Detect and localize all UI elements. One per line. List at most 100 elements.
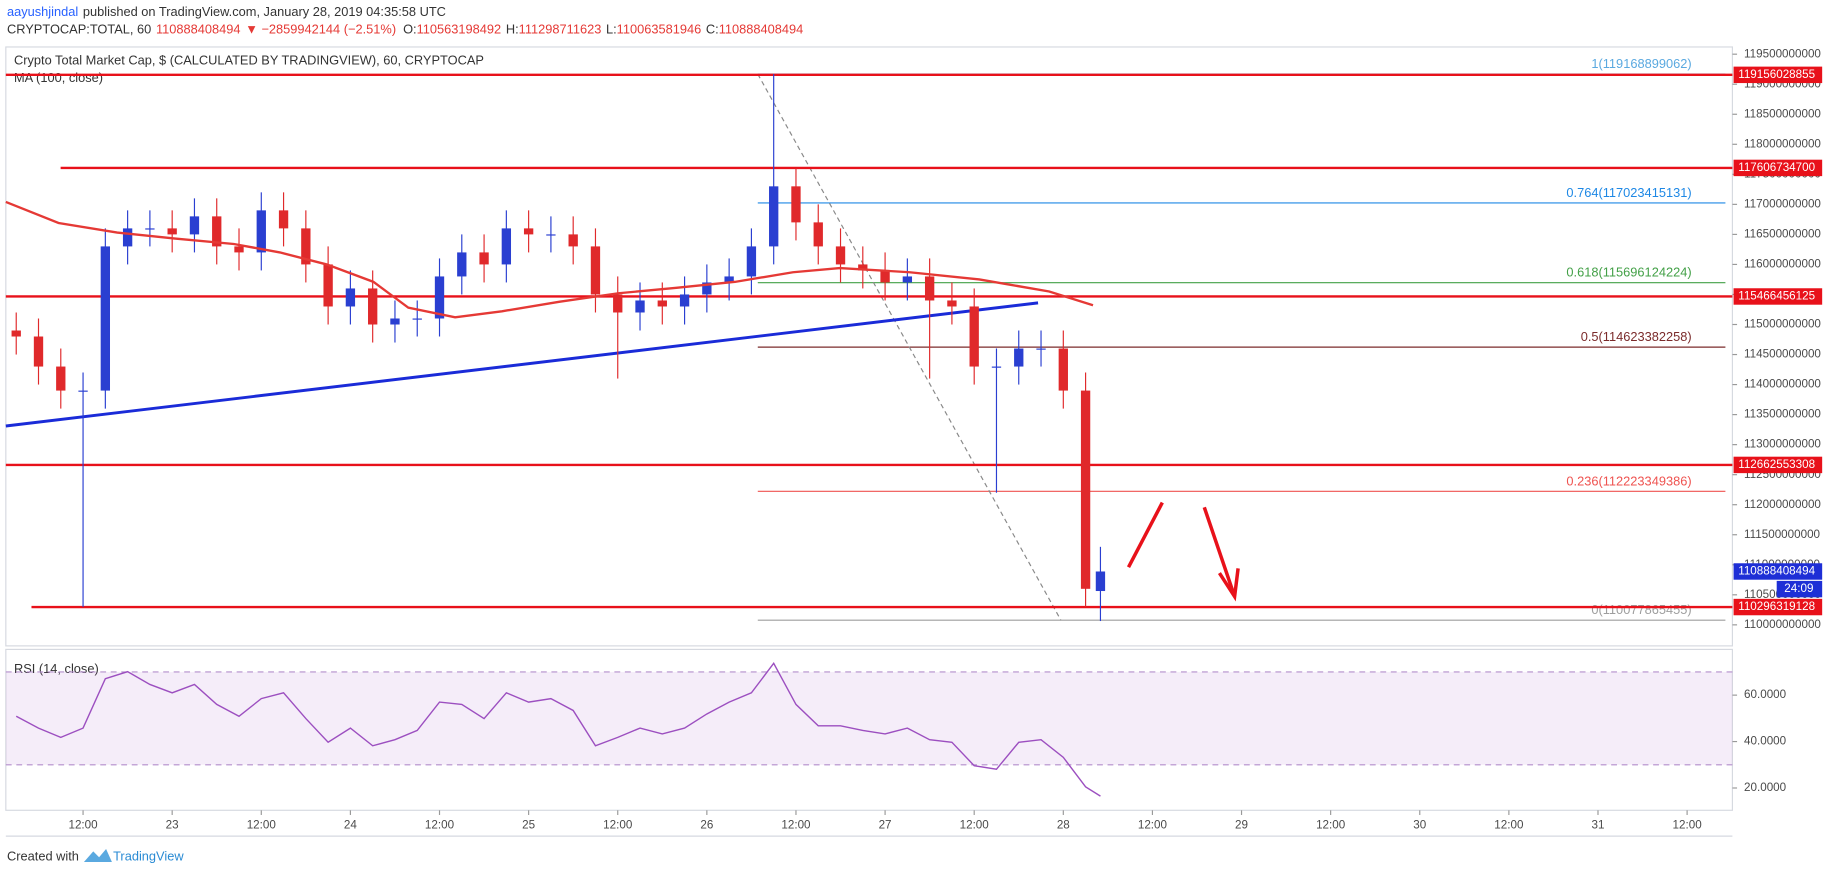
candle-body	[1080, 390, 1091, 589]
last-price-label: 110888408494	[1738, 565, 1815, 578]
x-tick-label: 12:00	[68, 819, 98, 832]
fib-label: 1(119168899062)	[1591, 56, 1691, 71]
symbol: CRYPTOCAP:TOTAL, 60	[7, 22, 151, 37]
x-tick-label: 24	[344, 819, 357, 832]
candle-body	[523, 228, 534, 235]
x-tick-label: 12:00	[1673, 819, 1703, 832]
candle-body	[122, 228, 133, 247]
o-label: O:	[403, 22, 417, 37]
level-box-label: 110296319128	[1738, 600, 1815, 613]
level-box	[1733, 66, 1823, 84]
down-arrow-head	[1217, 568, 1240, 602]
x-tick-label: 25	[522, 819, 535, 832]
x-tick-label: 30	[1413, 819, 1426, 832]
fib-label: 0.764(117023415131)	[1566, 185, 1691, 200]
candle-body	[189, 216, 200, 235]
y-tick-label: 110000000000	[1744, 618, 1821, 631]
level-box	[1733, 288, 1823, 305]
last-price: 110888408494	[156, 22, 241, 37]
level-box-label: 115466456125	[1738, 290, 1815, 303]
y-tick-label: 114000000000	[1744, 378, 1821, 391]
created-with: Created with	[7, 849, 79, 864]
candle-body	[434, 276, 445, 319]
x-tick-label: 12:00	[425, 819, 455, 832]
fib-label: 0.5(114623382258)	[1581, 329, 1692, 344]
candle-body	[412, 318, 422, 320]
level-box	[1733, 456, 1823, 474]
level-box	[1733, 598, 1823, 616]
candle-body	[167, 228, 177, 235]
countdown-box	[1776, 580, 1823, 598]
fib-label: 0.236(112223349386)	[1566, 473, 1691, 488]
candle-body	[278, 210, 289, 229]
x-tick-label: 23	[166, 819, 179, 832]
candle-body	[568, 234, 578, 247]
x-tick-label: 26	[700, 819, 713, 832]
candle-body	[791, 186, 801, 223]
candle-body	[813, 222, 823, 247]
rsi-y-tick-label: 20.0000	[1744, 781, 1787, 794]
candle-body	[1058, 348, 1068, 391]
x-tick-label: 12:00	[1316, 819, 1346, 832]
candle-body	[858, 264, 868, 271]
candle-body	[78, 390, 88, 392]
candle-body	[590, 246, 601, 295]
candle-body	[457, 252, 467, 277]
candle-body	[702, 282, 712, 295]
candle-body	[1095, 571, 1106, 592]
x-tick-label: 12:00	[781, 819, 811, 832]
logo	[83, 849, 112, 862]
candle-body	[947, 300, 957, 307]
h-label: H:	[506, 22, 519, 37]
footer: Created with TradingView	[7, 849, 184, 864]
y-tick-label: 118000000000	[1744, 137, 1821, 150]
candle-body	[501, 228, 512, 265]
change: ▼ −2859942144 (−2.51%)	[245, 22, 396, 37]
publisher[interactable]: aayushjindal	[7, 4, 78, 19]
y-tick-label: 113500000000	[1744, 408, 1821, 421]
level-box-label: 117606734700	[1738, 161, 1815, 174]
x-tick-label: 12:00	[1138, 819, 1168, 832]
candle-body	[613, 294, 623, 313]
candle-body	[902, 276, 913, 283]
candle-body	[33, 336, 44, 367]
level-box	[1733, 159, 1823, 177]
y-tick-label: 116000000000	[1744, 257, 1821, 270]
level-box-label: 119156028855	[1738, 68, 1815, 81]
y-tick-label: 116500000000	[1744, 227, 1821, 240]
candle-body	[679, 294, 690, 307]
candle-body	[657, 300, 667, 307]
header-line: aayushjindal published on TradingView.com…	[7, 4, 446, 19]
y-tick-label: 111500000000	[1744, 528, 1820, 541]
candle-body	[390, 318, 400, 325]
rsi-y-tick-label: 60.0000	[1744, 688, 1787, 701]
candle-body	[746, 246, 757, 277]
rsi-y-tick-label: 40.0000	[1744, 735, 1787, 748]
published: published on TradingView.com, January 28…	[83, 4, 446, 19]
brand[interactable]: TradingView	[113, 849, 184, 864]
candle-body	[880, 270, 890, 283]
candle-body	[212, 216, 222, 247]
l-value: 110063581946	[617, 22, 702, 37]
c-label: C:	[706, 22, 719, 37]
l-label: L:	[606, 22, 617, 37]
y-tick-label: 118500000000	[1744, 107, 1821, 120]
x-tick-label: 12:00	[960, 819, 990, 832]
candle-body	[256, 210, 266, 253]
x-tick-label: 12:00	[247, 819, 277, 832]
arrows	[1126, 501, 1240, 602]
fib-label: 0.618(115696124224)	[1566, 265, 1691, 280]
up-arrow	[1126, 501, 1164, 569]
y-tick-label: 114500000000	[1744, 348, 1821, 361]
candle-body	[323, 264, 333, 307]
candle-body	[991, 366, 1002, 368]
down-arrow	[1202, 506, 1236, 594]
candle-body	[56, 366, 66, 391]
candle-body	[924, 276, 935, 301]
candle-body	[724, 276, 734, 283]
rsi-panel	[5, 648, 1733, 811]
y-tick-label: 119500000000	[1744, 47, 1821, 60]
